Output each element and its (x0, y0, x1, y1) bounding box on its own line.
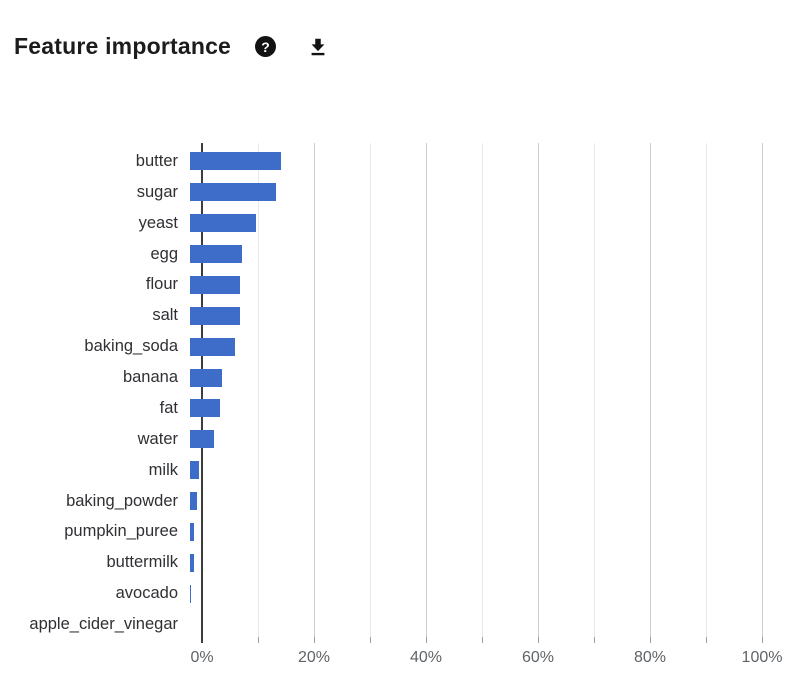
bar-row: flour (0, 275, 762, 294)
bar-row: apple_cider_vinegar (0, 615, 762, 634)
bar[interactable] (190, 275, 241, 294)
gridline (258, 143, 259, 637)
axis-tick (594, 637, 595, 643)
bar-row: baking_soda (0, 337, 762, 356)
x-tick-label: 100% (741, 649, 783, 666)
bar[interactable] (190, 399, 220, 418)
bar[interactable] (190, 430, 215, 449)
category-label: avocado (115, 584, 178, 603)
category-label: salt (152, 306, 178, 325)
axis-tick (650, 637, 651, 643)
bar-track (190, 584, 750, 603)
axis-tick (258, 637, 259, 643)
category-label: milk (148, 460, 178, 479)
category-label: egg (150, 244, 178, 263)
bar-track (190, 337, 750, 356)
gridline (370, 143, 371, 637)
category-label: banana (122, 368, 178, 387)
axis-tick (706, 637, 707, 643)
category-label: baking_powder (66, 491, 178, 510)
bar-row: butter (0, 151, 762, 171)
bar-track (190, 430, 750, 449)
category-label: sugar (136, 182, 178, 201)
bar-track (190, 616, 750, 634)
axis-tick (370, 637, 371, 643)
gridline (426, 143, 427, 637)
category-label: water (137, 429, 178, 448)
axis-tick (314, 637, 315, 643)
category-label: flour (145, 275, 178, 294)
x-tick-label: 0% (190, 649, 214, 666)
gridline (314, 143, 315, 637)
category-label: yeast (138, 213, 178, 232)
axis-tick (426, 637, 427, 643)
gridline (482, 143, 483, 637)
category-label: butter (135, 151, 178, 170)
bar-row: yeast (0, 213, 762, 233)
download-icon[interactable] (307, 36, 329, 58)
bar[interactable] (190, 492, 198, 511)
x-tick-label: 40% (409, 649, 443, 666)
bar[interactable] (190, 368, 223, 387)
bar-track (190, 152, 750, 171)
category-label: buttermilk (106, 553, 178, 572)
bar-row: egg (0, 244, 762, 264)
axis-tick (762, 637, 763, 643)
bar-track (190, 461, 750, 480)
bar-track (190, 553, 750, 572)
bar-track (190, 275, 750, 294)
category-label: baking_soda (84, 337, 178, 356)
y-axis-line (201, 143, 203, 643)
gridline (594, 143, 595, 637)
bar[interactable] (190, 522, 195, 541)
bar-track (190, 368, 750, 387)
bar-row: pumpkin_puree (0, 522, 762, 541)
axis-tick (538, 637, 539, 643)
x-tick-label: 80% (633, 649, 667, 666)
category-label: pumpkin_puree (64, 522, 178, 541)
bar-row: fat (0, 398, 762, 418)
bar[interactable] (190, 183, 276, 202)
bar[interactable] (190, 245, 243, 264)
bar[interactable] (190, 152, 282, 171)
bar-row: milk (0, 460, 762, 480)
bar-track (190, 492, 750, 511)
x-tick-label: 60% (521, 649, 555, 666)
bar[interactable] (190, 306, 240, 325)
bar[interactable] (190, 337, 235, 356)
category-label: fat (159, 398, 178, 417)
chart-header: Feature importance ? (14, 33, 329, 60)
bar-row: sugar (0, 182, 762, 202)
bar-row: baking_powder (0, 491, 762, 511)
x-tick-label: 20% (297, 649, 331, 666)
gridline (706, 143, 707, 637)
bar-row: banana (0, 368, 762, 387)
help-icon[interactable]: ? (255, 36, 277, 57)
bar-track (190, 214, 750, 233)
bar-track (190, 245, 750, 264)
gridline (650, 143, 651, 637)
gridline (538, 143, 539, 637)
bar[interactable] (190, 461, 199, 480)
category-label: apple_cider_vinegar (29, 615, 178, 634)
bar-row: salt (0, 306, 762, 325)
bar-track (190, 399, 750, 418)
bar-row: buttermilk (0, 553, 762, 572)
bar-row: water (0, 429, 762, 449)
bar[interactable] (190, 553, 195, 572)
bar-track (190, 522, 750, 541)
bar-track (190, 183, 750, 202)
page-title: Feature importance (14, 33, 232, 59)
gridline (762, 143, 763, 637)
axis-tick (482, 637, 483, 643)
bar-track (190, 306, 750, 325)
bar-row: avocado (0, 584, 762, 603)
bar[interactable] (190, 214, 257, 233)
